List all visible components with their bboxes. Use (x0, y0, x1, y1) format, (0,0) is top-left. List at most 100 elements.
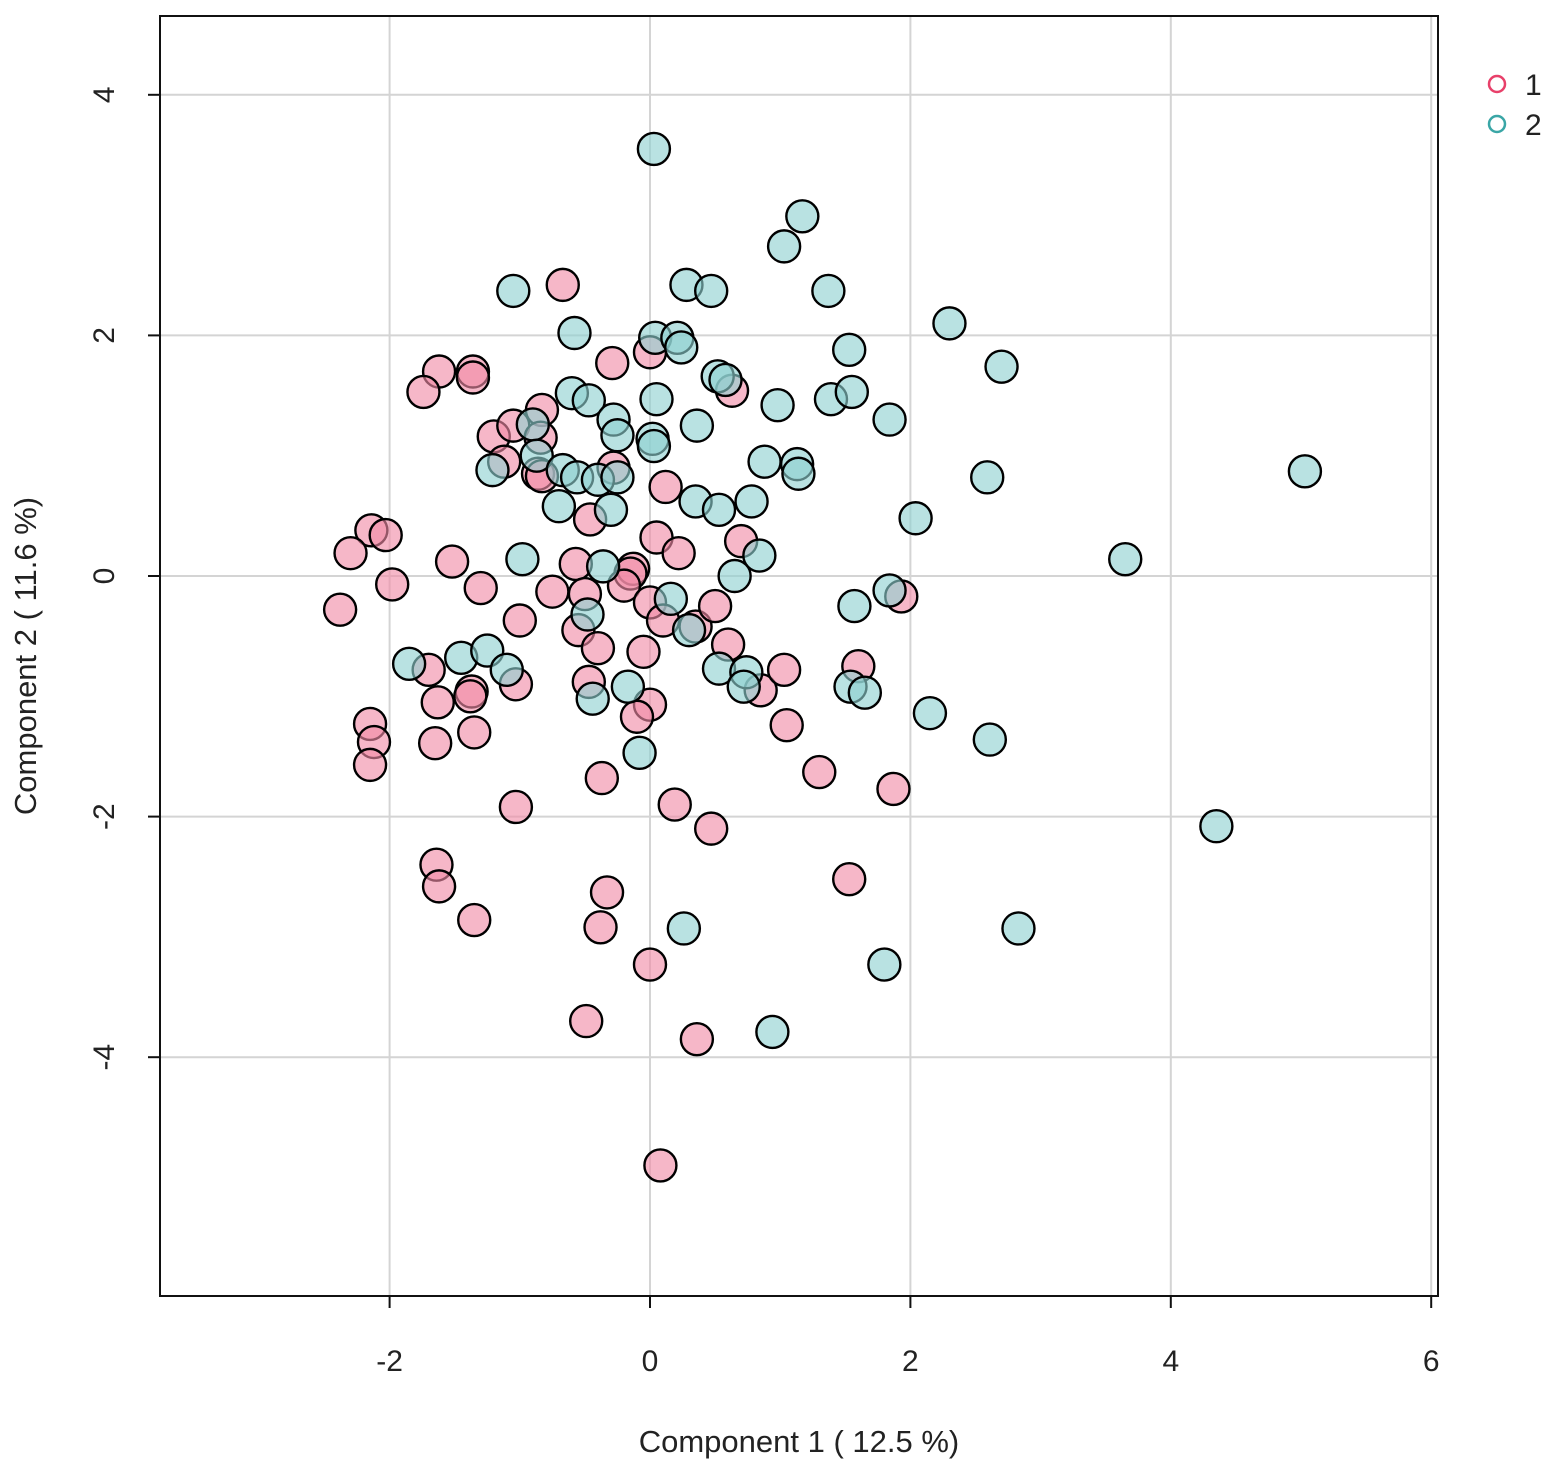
x-tick-label: 4 (1162, 1345, 1179, 1378)
data-point-series-2 (898, 501, 933, 536)
data-point-series-2 (505, 541, 540, 577)
data-point-series-2 (834, 374, 870, 410)
data-point-series-1 (802, 754, 837, 790)
data-point-series-1 (502, 603, 537, 638)
data-point-series-2 (496, 273, 531, 309)
data-points (322, 131, 1323, 1183)
x-tick-label: 2 (902, 1345, 919, 1378)
data-point-series-2 (832, 332, 867, 368)
data-point-series-1 (583, 910, 618, 945)
data-point-series-2 (1199, 809, 1234, 844)
data-point-series-2 (701, 492, 737, 528)
data-point-series-2 (785, 199, 820, 234)
data-point-series-2 (717, 558, 752, 594)
data-point-series-1 (661, 535, 696, 571)
data-point-series-2 (693, 273, 729, 309)
y-tick-label: 2 (88, 327, 121, 344)
axes: -2 0 2 4 6 -4 -2 0 2 4 (88, 86, 1440, 1378)
data-point-series-1 (648, 469, 683, 505)
data-point-series-1 (352, 747, 388, 783)
data-point-series-1 (657, 787, 692, 822)
data-point-series-1 (453, 679, 488, 714)
data-point-series-2 (664, 330, 699, 365)
data-point-series-2 (755, 1014, 790, 1050)
x-axis-title: Component 1 ( 12.5 %) (639, 1424, 960, 1459)
data-point-series-1 (545, 267, 580, 303)
data-point-series-1 (535, 574, 570, 609)
data-point-series-2 (636, 131, 672, 167)
data-point-series-2 (972, 722, 1008, 757)
data-point-series-1 (434, 544, 470, 579)
data-point-series-1 (421, 869, 457, 904)
legend: 12 (1487, 69, 1542, 142)
data-point-series-2 (1108, 541, 1143, 577)
data-point-series-2 (639, 381, 674, 417)
y-tick-label: 4 (88, 86, 121, 103)
data-point-series-2 (541, 489, 577, 524)
data-point-series-1 (832, 861, 867, 897)
x-tick-label: 6 (1423, 1345, 1440, 1378)
data-point-series-1 (643, 1148, 678, 1183)
data-point-series-1 (569, 1003, 604, 1039)
data-point-series-1 (626, 634, 661, 669)
data-point-series-1 (595, 345, 630, 381)
data-point-series-2 (519, 438, 554, 473)
data-point-series-2 (726, 669, 761, 704)
data-point-series-2 (872, 573, 907, 608)
data-point-series-2 (515, 407, 551, 442)
data-point-series-2 (575, 681, 610, 716)
data-point-series-2 (970, 460, 1005, 495)
legend-label-2: 2 (1525, 109, 1542, 142)
data-point-series-2 (766, 229, 802, 264)
data-point-series-2 (600, 460, 635, 495)
data-point-series-1 (697, 588, 733, 624)
legend-marker-1 (1487, 74, 1507, 94)
y-axis-title: Component 2 ( 11.6 %) (8, 497, 43, 815)
data-point-series-2 (557, 315, 592, 351)
data-point-series-2 (781, 456, 816, 491)
x-tick-label: 0 (642, 1345, 659, 1378)
data-point-series-2 (622, 735, 657, 771)
data-point-series-1 (693, 811, 729, 846)
data-point-series-2 (391, 646, 427, 682)
data-point-series-2 (734, 484, 769, 519)
data-point-series-2 (475, 452, 510, 488)
y-tick-label: -2 (88, 803, 121, 830)
data-point-series-1 (406, 374, 441, 410)
y-tick-label: 0 (88, 568, 121, 585)
data-point-series-2 (671, 612, 707, 648)
data-point-series-1 (632, 947, 668, 982)
data-point-series-1 (457, 902, 492, 938)
data-point-series-1 (876, 771, 911, 807)
data-point-series-1 (498, 789, 534, 825)
data-point-series-1 (589, 875, 625, 910)
data-point-series-2 (679, 408, 715, 443)
data-point-series-1 (463, 570, 498, 606)
data-point-series-2 (610, 669, 646, 704)
data-point-series-2 (747, 444, 782, 479)
data-point-series-1 (322, 592, 358, 627)
data-point-series-1 (417, 726, 453, 761)
data-point-series-2 (837, 588, 872, 624)
data-point-series-2 (867, 947, 902, 982)
data-point-series-2 (585, 549, 621, 584)
data-point-series-2 (847, 675, 883, 710)
data-point-series-2 (872, 402, 907, 437)
data-point-series-1 (679, 1021, 715, 1057)
data-point-series-2 (742, 538, 777, 573)
data-point-series-2 (708, 362, 743, 398)
data-point-series-2 (1001, 911, 1036, 946)
data-point-series-2 (600, 418, 635, 453)
data-point-series-1 (584, 760, 620, 796)
y-tick-label: -4 (88, 1044, 121, 1071)
data-point-series-2 (984, 349, 1019, 384)
data-point-series-2 (571, 383, 607, 418)
data-point-series-1 (333, 535, 368, 571)
data-point-series-2 (666, 911, 702, 946)
data-point-series-2 (1287, 454, 1323, 489)
data-point-series-1 (580, 630, 616, 666)
data-point-series-2 (932, 306, 967, 341)
data-point-series-1 (619, 699, 655, 734)
data-point-series-2 (811, 273, 846, 309)
